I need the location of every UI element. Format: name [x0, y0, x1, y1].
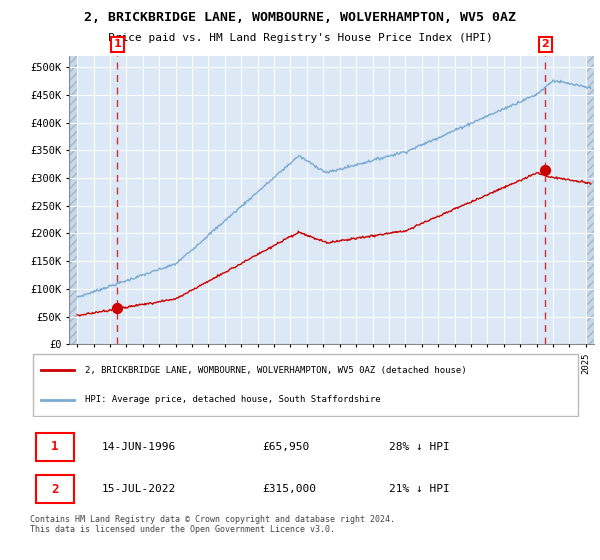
Text: 1: 1 [113, 39, 121, 49]
Text: 14-JUN-1996: 14-JUN-1996 [102, 442, 176, 452]
Text: 2, BRICKBRIDGE LANE, WOMBOURNE, WOLVERHAMPTON, WV5 0AZ (detached house): 2, BRICKBRIDGE LANE, WOMBOURNE, WOLVERHA… [85, 366, 467, 375]
Text: 1: 1 [51, 441, 59, 454]
Text: Price paid vs. HM Land Registry's House Price Index (HPI): Price paid vs. HM Land Registry's House … [107, 32, 493, 43]
Text: 15-JUL-2022: 15-JUL-2022 [102, 484, 176, 494]
FancyBboxPatch shape [35, 433, 74, 461]
Point [113, 304, 122, 312]
Text: 2: 2 [51, 483, 59, 496]
Text: £65,950: £65,950 [262, 442, 309, 452]
FancyBboxPatch shape [35, 475, 74, 503]
Text: 2: 2 [542, 39, 550, 49]
Text: Contains HM Land Registry data © Crown copyright and database right 2024.
This d: Contains HM Land Registry data © Crown c… [30, 515, 395, 534]
Text: £315,000: £315,000 [262, 484, 316, 494]
Bar [69, 56, 77, 344]
FancyBboxPatch shape [33, 354, 578, 416]
Text: 21% ↓ HPI: 21% ↓ HPI [389, 484, 449, 494]
Text: HPI: Average price, detached house, South Staffordshire: HPI: Average price, detached house, Sout… [85, 395, 381, 404]
Text: 28% ↓ HPI: 28% ↓ HPI [389, 442, 449, 452]
Point [541, 165, 550, 174]
Bar [586, 56, 594, 344]
Text: 2, BRICKBRIDGE LANE, WOMBOURNE, WOLVERHAMPTON, WV5 0AZ: 2, BRICKBRIDGE LANE, WOMBOURNE, WOLVERHA… [84, 11, 516, 24]
